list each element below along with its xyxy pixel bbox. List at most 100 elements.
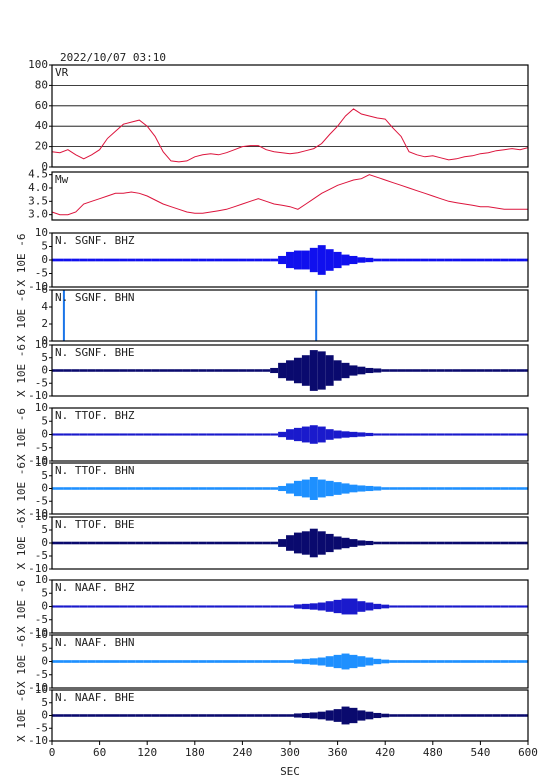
y-tick-label: 5 (41, 414, 48, 427)
y-tick-label: 5 (41, 351, 48, 364)
data-line (51, 174, 528, 216)
wave-envelope (500, 258, 509, 262)
wave-envelope (397, 605, 406, 608)
wave-envelope (468, 433, 477, 436)
wave-envelope (182, 487, 191, 490)
wave-envelope (230, 605, 239, 608)
wave-envelope (127, 541, 136, 545)
wave-envelope (476, 258, 485, 262)
wave-envelope (246, 714, 255, 717)
wave-envelope (190, 541, 199, 545)
wave-envelope (214, 258, 223, 262)
y-tick-label: -5 (35, 549, 48, 562)
wave-envelope (214, 369, 223, 372)
wave-envelope (55, 258, 64, 262)
wave-envelope (516, 605, 525, 608)
wave-envelope (309, 603, 318, 610)
wave-envelope (246, 660, 255, 663)
wave-envelope (476, 369, 485, 372)
wave-envelope (278, 431, 287, 438)
panel-label: N. SGNF. BHE (55, 346, 134, 359)
wave-envelope (111, 258, 120, 262)
wave-envelope (159, 433, 168, 436)
y-tick-label: 0 (41, 253, 48, 266)
wave-envelope (341, 362, 350, 379)
wave-envelope (333, 251, 342, 269)
wave-envelope (428, 369, 437, 372)
wave-envelope (349, 484, 358, 493)
wave-envelope (293, 357, 302, 384)
wave-envelope (79, 714, 88, 717)
y-tick-label: 5 (41, 523, 48, 536)
wave-envelope (397, 714, 406, 717)
wave-envelope (325, 710, 334, 721)
wave-envelope (317, 479, 326, 498)
wave-envelope (222, 660, 231, 663)
wave-envelope (135, 714, 144, 717)
wave-envelope (127, 660, 136, 663)
y-tick-label: -5 (35, 267, 48, 280)
wave-envelope (516, 369, 525, 372)
wave-envelope (317, 426, 326, 443)
wave-envelope (127, 258, 136, 262)
wave-envelope (230, 369, 239, 372)
x-tick-label: 480 (423, 746, 443, 759)
wave-envelope (230, 487, 239, 490)
wave-envelope (484, 369, 493, 372)
wave-envelope (286, 605, 294, 608)
x-tick-label: 540 (470, 746, 490, 759)
wave-envelope (357, 366, 366, 375)
wave-envelope (103, 487, 112, 490)
wave-envelope (420, 487, 429, 490)
wave-envelope (444, 660, 453, 663)
wave-envelope (119, 487, 128, 490)
panel-frame (51, 289, 529, 342)
wave-envelope (167, 487, 175, 490)
wave-envelope (246, 258, 255, 262)
wave-envelope (500, 660, 509, 663)
wave-envelope (159, 714, 168, 717)
wave-envelope (238, 660, 247, 663)
wave-envelope (87, 660, 96, 663)
wave-envelope (516, 541, 525, 545)
y-tick-label: 5 (41, 469, 48, 482)
wave-envelope (524, 487, 528, 490)
wave-envelope (293, 713, 302, 718)
wave-envelope (206, 433, 215, 436)
wave-envelope (52, 541, 56, 545)
wave-envelope (341, 598, 350, 615)
wave-envelope (516, 660, 525, 663)
wave-envelope (278, 255, 287, 265)
y-axis-label: X 10E -6 (15, 689, 28, 742)
wave-envelope (71, 369, 80, 372)
wave-envelope (420, 660, 429, 663)
y-axis-label: X 10E -6 (15, 580, 28, 633)
wave-envelope (444, 258, 453, 262)
wave-envelope (460, 541, 469, 545)
wave-envelope (524, 541, 528, 545)
wave-envelope (492, 369, 501, 372)
y-axis-label: X 10E -6 (15, 462, 28, 515)
wave-envelope (143, 660, 152, 663)
wave-envelope (381, 258, 390, 262)
wave-envelope (325, 601, 334, 612)
wave-envelope (333, 709, 342, 722)
y-tick-label: -10 (28, 507, 48, 520)
wave-envelope (349, 255, 358, 265)
wave-envelope (119, 660, 128, 663)
wave-envelope (95, 714, 104, 717)
wave-envelope (524, 258, 528, 262)
y-tick-label: 40 (35, 119, 48, 132)
wave-envelope (412, 487, 421, 490)
y-tick-label: 3.0 (28, 208, 48, 221)
wave-envelope (309, 712, 318, 719)
panel-label: N. NAAF. BHN (55, 636, 134, 649)
wave-envelope (278, 362, 287, 379)
wave-envelope (135, 487, 144, 490)
wave-envelope (341, 254, 350, 266)
wave-envelope (373, 658, 382, 665)
wave-envelope (270, 258, 279, 262)
wave-envelope (95, 660, 104, 663)
wave-envelope (524, 369, 528, 372)
wave-envelope (365, 711, 374, 720)
